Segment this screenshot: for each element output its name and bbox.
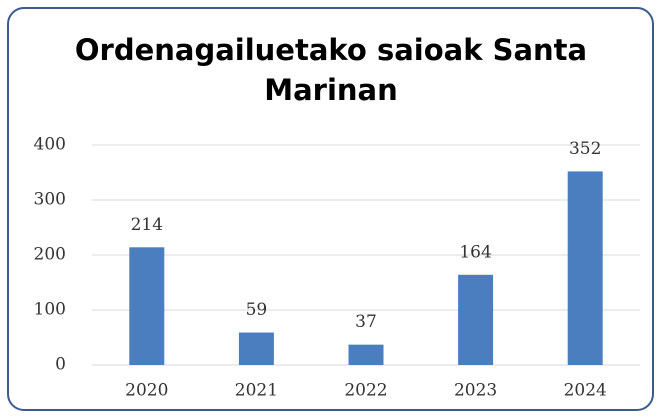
y-tick-label: 200: [34, 245, 66, 265]
data-label: 352: [569, 139, 601, 159]
y-tick-label: 300: [34, 190, 66, 210]
bar: [238, 332, 274, 365]
data-label: 164: [459, 242, 491, 262]
y-tick-label: 400: [34, 135, 66, 155]
x-tick-label: 2021: [235, 381, 278, 401]
bar: [129, 247, 165, 365]
data-label: 37: [355, 312, 377, 332]
data-label: 214: [131, 215, 163, 235]
x-tick-label: 2024: [564, 381, 607, 401]
bar: [567, 171, 603, 365]
y-tick-label: 100: [34, 300, 66, 320]
chart-title: Ordenagailuetako saioak Santa Marinan: [74, 33, 588, 107]
bar: [458, 274, 494, 365]
bar: [348, 344, 384, 365]
x-tick-label: 2022: [344, 381, 387, 401]
y-tick-label: 0: [55, 355, 66, 375]
x-tick-label: 2023: [454, 381, 497, 401]
data-label: 59: [246, 300, 268, 320]
x-tick-label: 2020: [125, 381, 168, 401]
